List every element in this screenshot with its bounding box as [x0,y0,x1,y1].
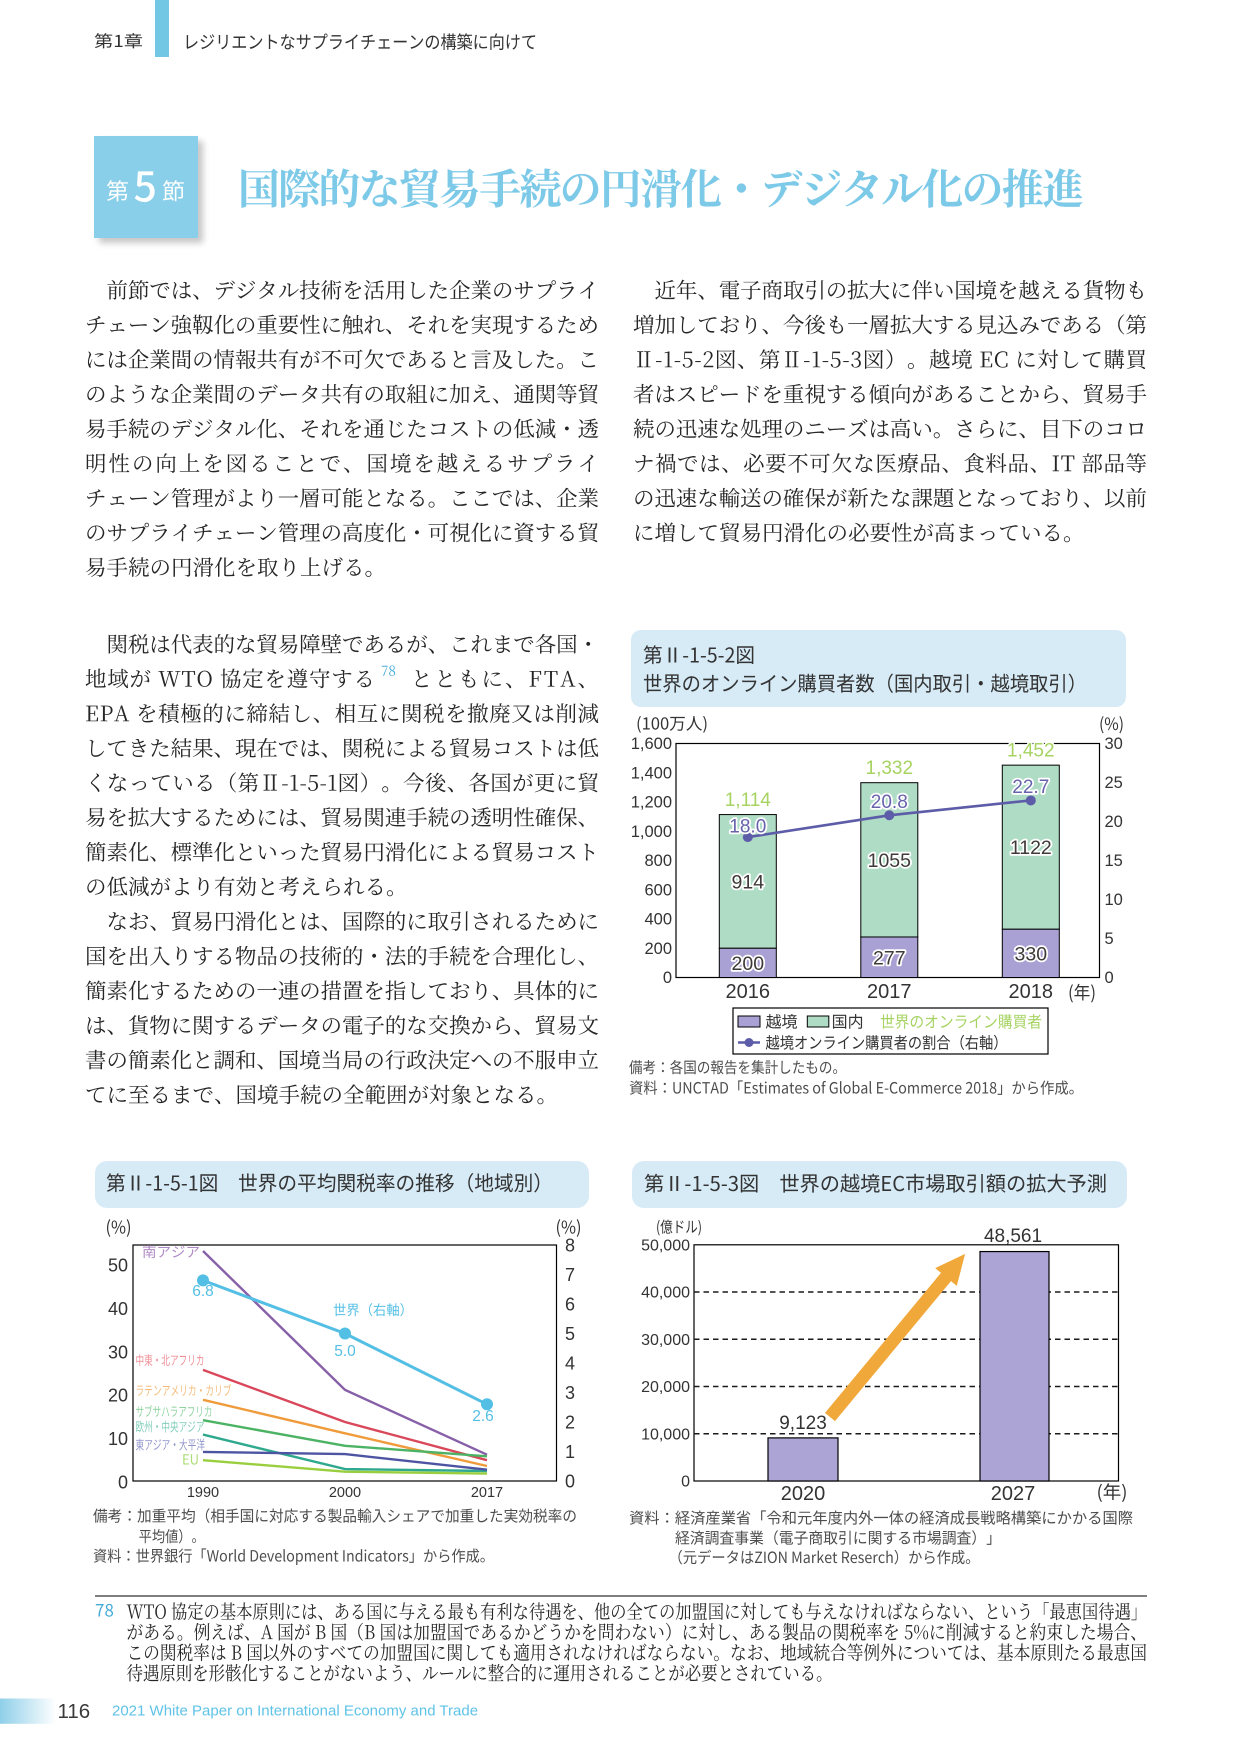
svg-text:8: 8 [565,1236,575,1256]
svg-text:40,000: 40,000 [641,1285,690,1302]
svg-text:18.0: 18.0 [729,817,766,838]
svg-text:0: 0 [663,969,672,987]
svg-text:50: 50 [108,1256,128,1276]
svg-text:914: 914 [732,872,765,894]
svg-text:10: 10 [108,1429,128,1449]
svg-text:15: 15 [1105,852,1123,870]
svg-text:277: 277 [873,948,906,970]
svg-text:1,452: 1,452 [1007,741,1055,762]
svg-text:1,000: 1,000 [631,823,672,841]
svg-text:5: 5 [565,1324,575,1344]
svg-text:330: 330 [1015,944,1048,966]
svg-text:10: 10 [1105,891,1123,909]
svg-text:116: 116 [58,1700,91,1723]
svg-text:3: 3 [565,1383,575,1403]
svg-text:1,114: 1,114 [725,790,772,811]
svg-text:2027: 2027 [991,1483,1036,1505]
svg-text:2: 2 [565,1413,575,1433]
svg-text:0: 0 [681,1474,690,1491]
svg-text:30: 30 [108,1342,128,1362]
svg-text:22.7: 22.7 [1012,777,1049,798]
svg-text:5: 5 [1105,930,1114,948]
svg-text:1: 1 [565,1442,575,1462]
svg-text:1055: 1055 [868,850,912,872]
svg-text:800: 800 [644,852,672,870]
svg-text:2021 White Paper on Internatio: 2021 White Paper on International Econom… [112,1703,478,1720]
svg-text:9,123: 9,123 [779,1413,827,1434]
svg-text:20.8: 20.8 [871,792,908,813]
svg-text:20: 20 [108,1386,128,1406]
svg-text:30,000: 30,000 [641,1332,690,1349]
svg-text:2020: 2020 [781,1483,826,1505]
svg-text:7: 7 [565,1265,575,1285]
svg-text:2000: 2000 [329,1485,361,1501]
svg-text:5.0: 5.0 [334,1343,356,1360]
svg-text:6.8: 6.8 [192,1283,214,1300]
svg-text:600: 600 [644,881,672,899]
svg-text:1,200: 1,200 [631,794,672,812]
svg-text:1,600: 1,600 [631,735,672,753]
svg-text:20,000: 20,000 [641,1379,690,1396]
svg-text:0: 0 [1105,969,1114,987]
svg-text:2.6: 2.6 [472,1408,494,1425]
svg-text:1,332: 1,332 [866,758,914,779]
svg-text:2016: 2016 [726,981,771,1003]
svg-text:30: 30 [1105,735,1123,753]
svg-text:200: 200 [644,940,672,958]
svg-text:40: 40 [108,1299,128,1319]
svg-text:200: 200 [732,953,765,975]
svg-text:48,561: 48,561 [984,1226,1042,1247]
svg-text:50,000: 50,000 [641,1237,690,1254]
svg-text:400: 400 [644,911,672,929]
svg-text:6: 6 [565,1295,575,1315]
svg-text:1122: 1122 [1010,837,1052,859]
svg-text:0: 0 [118,1473,128,1493]
svg-text:2017: 2017 [867,981,912,1003]
svg-text:20: 20 [1105,813,1123,831]
svg-text:2018: 2018 [1009,981,1054,1003]
svg-text:4: 4 [565,1354,575,1374]
svg-text:10,000: 10,000 [641,1426,690,1443]
svg-text:1,400: 1,400 [631,764,672,782]
svg-text:25: 25 [1105,774,1123,792]
svg-text:1990: 1990 [187,1485,219,1501]
svg-text:2017: 2017 [471,1485,503,1501]
svg-text:0: 0 [565,1472,575,1492]
